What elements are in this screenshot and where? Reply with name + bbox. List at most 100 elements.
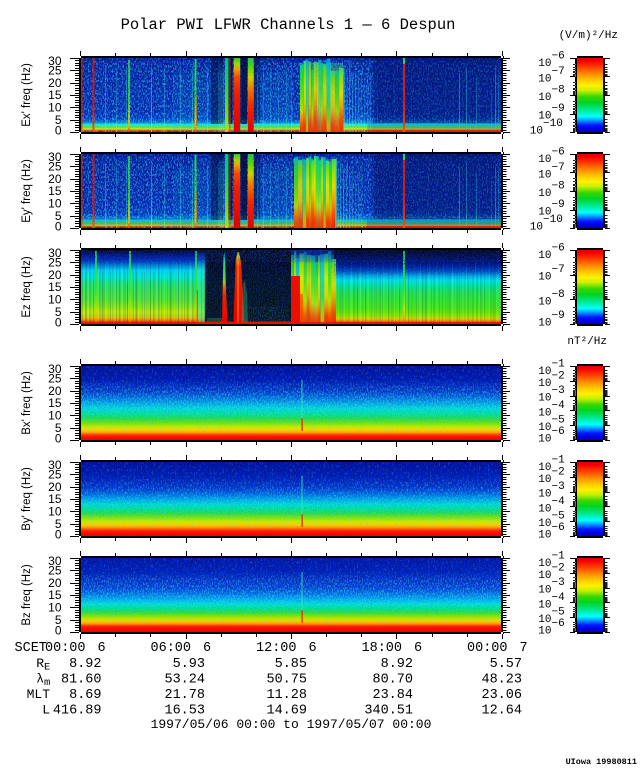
svg-text:Bx' freq (Hz): Bx' freq (Hz) [21,371,33,435]
svg-text:nT²/Hz: nT²/Hz [567,336,607,348]
svg-text:Polar PWI LFWR Channels 1 — 6: Polar PWI LFWR Channels 1 — 6 Despun [121,16,456,34]
svg-text:5: 5 [55,113,62,127]
svg-text:Bz freq (Hz): Bz freq (Hz) [21,564,33,626]
svg-text:−7: −7 [552,264,565,276]
svg-text:−7: −7 [552,162,565,174]
svg-text:10: 10 [538,570,551,582]
svg-text:10: 10 [48,293,62,307]
svg-text:340.51: 340.51 [364,704,413,719]
svg-text:−4: −4 [552,592,566,604]
svg-text:−10: −10 [543,118,563,130]
svg-text:5.93: 5.93 [173,657,205,672]
svg-text:10: 10 [538,599,551,611]
svg-text:−2: −2 [552,466,565,478]
svg-text:−6: −6 [552,243,565,255]
svg-text:10: 10 [48,505,62,519]
svg-text:416.89: 416.89 [53,704,102,719]
svg-text:20: 20 [48,480,62,494]
svg-text:Ez freq (Hz): Ez freq (Hz) [21,256,33,318]
svg-text:25: 25 [48,256,62,270]
svg-text:15: 15 [48,280,62,294]
svg-text:10: 10 [538,585,551,597]
svg-text:−4: −4 [552,496,566,508]
svg-text:10: 10 [538,318,551,330]
svg-text:10: 10 [538,170,551,182]
svg-text:Ex' freq (Hz): Ex' freq (Hz) [21,63,33,127]
svg-text:L: L [42,703,50,718]
svg-text:0: 0 [55,220,62,234]
svg-text:6: 6 [414,641,422,656]
svg-text:8.92: 8.92 [381,657,413,672]
svg-text:5: 5 [55,613,62,627]
svg-text:10: 10 [538,626,551,638]
svg-text:5.57: 5.57 [490,657,522,672]
svg-text:10: 10 [538,378,551,390]
svg-text:0: 0 [55,624,62,638]
svg-text:Ey' freq (Hz): Ey' freq (Hz) [21,159,33,223]
svg-text:25: 25 [48,468,62,482]
svg-text:15: 15 [48,184,62,198]
svg-text:0: 0 [55,316,62,330]
svg-text:20: 20 [48,576,62,590]
svg-text:−3: −3 [552,385,565,397]
svg-text:10: 10 [48,101,62,115]
svg-text:0: 0 [55,432,62,446]
svg-text:−3: −3 [552,481,565,493]
svg-text:10: 10 [538,272,551,284]
svg-text:30: 30 [48,246,62,260]
svg-text:21.78: 21.78 [164,688,205,703]
svg-text:10: 10 [538,296,551,308]
svg-text:10: 10 [538,250,551,262]
svg-text:5: 5 [55,209,62,223]
svg-text:30: 30 [48,150,62,164]
svg-text:0: 0 [55,528,62,542]
svg-text:23.06: 23.06 [481,688,522,703]
svg-text:7: 7 [520,641,528,656]
svg-text:12.64: 12.64 [481,704,522,719]
svg-text:14.69: 14.69 [266,704,307,719]
svg-text:53.24: 53.24 [164,673,205,688]
svg-text:10: 10 [538,407,551,419]
svg-text:10: 10 [538,366,551,378]
svg-text:15: 15 [48,396,62,410]
svg-text:10: 10 [538,614,551,626]
svg-text:10: 10 [538,518,551,530]
svg-text:5.85: 5.85 [275,657,307,672]
svg-text:00:00: 00:00 [45,641,86,656]
svg-text:30: 30 [48,458,62,472]
svg-text:20: 20 [48,268,62,282]
svg-text:80.70: 80.70 [372,673,413,688]
svg-text:23.84: 23.84 [372,688,413,703]
svg-text:30: 30 [48,54,62,68]
svg-text:1997/05/06 00:00 to 1997/05/07: 1997/05/06 00:00 to 1997/05/07 00:00 [151,717,432,732]
svg-text:−3: −3 [552,577,565,589]
svg-text:−7: −7 [552,66,565,78]
svg-text:MLT: MLT [27,687,51,702]
svg-text:UIowa 19980811: UIowa 19980811 [566,757,637,767]
svg-text:25: 25 [48,564,62,578]
svg-text:20: 20 [48,76,62,90]
svg-text:5: 5 [55,517,62,531]
svg-text:0: 0 [55,124,62,138]
svg-text:−8: −8 [552,85,565,97]
svg-text:6: 6 [98,641,106,656]
svg-text:10: 10 [538,462,551,474]
svg-text:−6: −6 [552,618,565,630]
svg-text:10: 10 [538,489,551,501]
svg-text:10: 10 [538,188,551,200]
svg-text:00:00: 00:00 [467,641,508,656]
svg-text:30: 30 [48,362,62,376]
svg-text:10: 10 [538,58,551,70]
svg-text:81.60: 81.60 [61,673,102,688]
svg-text:15: 15 [48,88,62,102]
svg-text:5: 5 [55,421,62,435]
svg-text:−1: −1 [552,551,566,563]
svg-text:−6: −6 [552,426,565,438]
svg-text:−6: −6 [552,51,565,63]
svg-text:10: 10 [530,222,543,234]
svg-text:10: 10 [538,207,551,219]
svg-text:10: 10 [538,503,551,515]
svg-text:6: 6 [309,641,317,656]
svg-text:15: 15 [48,588,62,602]
svg-text:−6: −6 [552,147,565,159]
